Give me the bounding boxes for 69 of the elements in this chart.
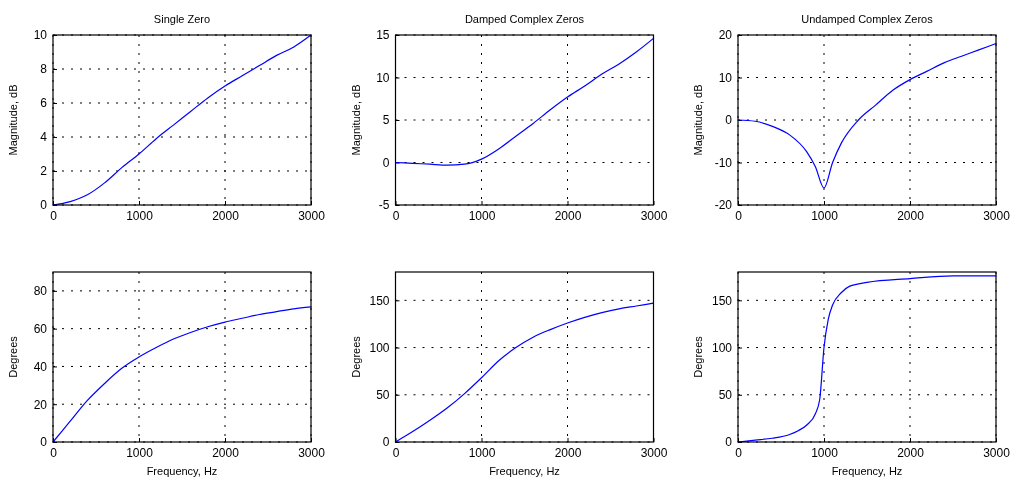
y-tick-label: 50 — [718, 388, 733, 403]
line-series — [394, 302, 655, 443]
y-tick-label: 4 — [40, 130, 48, 145]
x-tick-label: 1000 — [811, 445, 839, 460]
x-tick-label: 0 — [392, 445, 400, 460]
line-series — [52, 34, 312, 206]
x-tick-label: 2000 — [554, 445, 582, 460]
y-tick-label: 0 — [725, 435, 733, 450]
y-tick-label: -10 — [714, 155, 733, 170]
x-tick-label: 2000 — [897, 445, 925, 460]
y-tick-label: 0 — [40, 198, 48, 213]
y-tick-label: 8 — [40, 62, 48, 77]
x-tick-label: 3000 — [983, 445, 1011, 460]
x-tick-label: 0 — [50, 445, 58, 460]
y-tick-label: 60 — [33, 322, 48, 337]
x-tick-label: 2000 — [212, 445, 240, 460]
x-tick-label: 2000 — [212, 208, 240, 223]
x-tick-label: 1000 — [468, 445, 496, 460]
y-tick-label: 20 — [718, 28, 733, 43]
x-tick-label: 0 — [735, 445, 743, 460]
x-tick-label: 3000 — [640, 208, 668, 223]
line-series — [737, 42, 997, 189]
y-tick-label: 50 — [376, 388, 390, 403]
x-tick-label: 1000 — [126, 208, 154, 223]
chart-title: Undamped Complex Zeros — [801, 13, 934, 25]
x-axis-title: Frequency, Hz — [146, 465, 218, 477]
y-tick-label: 10 — [376, 70, 390, 85]
y-axis-title: Degrees — [349, 335, 362, 378]
y-tick-label: 10 — [33, 28, 48, 43]
x-tick-label: 1000 — [126, 445, 154, 460]
y-tick-label: 6 — [40, 96, 48, 111]
y-tick-label: 0 — [382, 435, 390, 450]
chart-title: Damped Complex Zeros — [464, 13, 585, 25]
y-tick-label: 100 — [369, 340, 390, 355]
x-tick-label: 0 — [735, 208, 743, 223]
y-tick-label: 2 — [40, 164, 48, 179]
y-tick-label: 5 — [382, 113, 390, 128]
y-tick-label: 0 — [40, 435, 48, 450]
y-axis-title: Magnitude, dB — [7, 84, 19, 156]
x-tick-label: 2000 — [554, 208, 582, 223]
x-tick-label: 0 — [50, 208, 58, 223]
x-axis-title: Frequency, Hz — [489, 465, 560, 477]
x-tick-label: 0 — [392, 208, 400, 223]
x-axis-title: Frequency, Hz — [831, 465, 903, 477]
y-axis-title: Degrees — [7, 335, 19, 378]
y-tick-label: 20 — [33, 397, 48, 412]
x-tick-label: 3000 — [983, 208, 1011, 223]
y-axis-title: Magnitude, dB — [349, 84, 362, 156]
y-tick-label: 10 — [718, 70, 733, 85]
y-tick-label: 0 — [382, 155, 390, 170]
x-tick-label: 1000 — [811, 208, 839, 223]
x-tick-label: 3000 — [640, 445, 668, 460]
y-tick-label: -20 — [714, 198, 733, 213]
y-tick-label: 0 — [725, 113, 733, 128]
x-tick-label: 1000 — [468, 208, 496, 223]
y-tick-label: 150 — [711, 293, 733, 308]
y-axis-title: Degrees — [692, 335, 704, 378]
y-tick-label: -5 — [378, 198, 390, 213]
chart-title: Single Zero — [153, 13, 211, 25]
y-axis-title: Magnitude, dB — [692, 84, 704, 156]
y-tick-label: 40 — [33, 359, 48, 374]
y-tick-label: 150 — [369, 293, 390, 308]
y-tick-label: 15 — [376, 28, 390, 43]
x-tick-label: 3000 — [298, 208, 326, 223]
x-tick-label: 2000 — [897, 208, 925, 223]
y-tick-label: 80 — [33, 284, 48, 299]
line-series — [394, 37, 655, 166]
x-tick-label: 3000 — [298, 445, 326, 460]
y-tick-label: 100 — [711, 340, 733, 355]
